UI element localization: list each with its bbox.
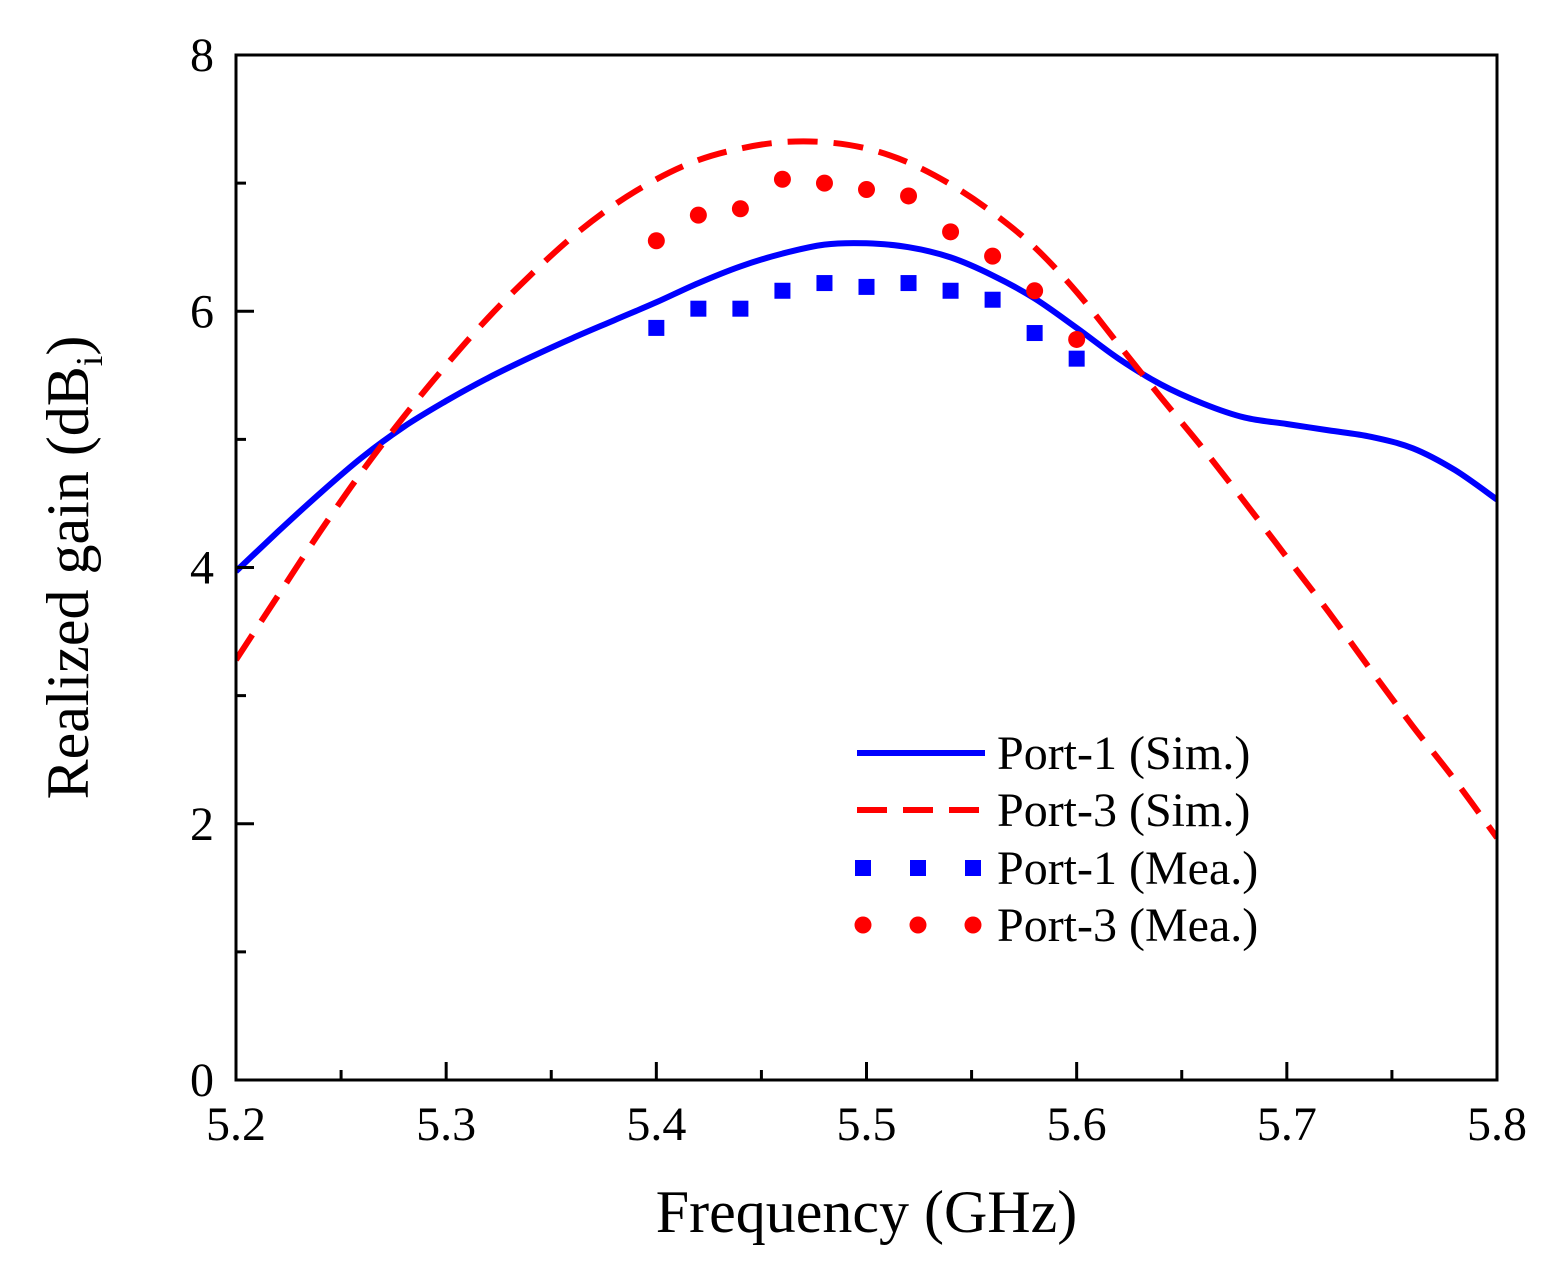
x-tick-label: 5.4 xyxy=(626,1098,686,1151)
data-point-circle xyxy=(647,232,665,250)
series-line-1 xyxy=(236,240,1497,574)
data-point-square xyxy=(858,278,875,295)
data-point-square xyxy=(648,319,665,336)
legend-swatch-square xyxy=(965,860,981,876)
data-point-circle xyxy=(984,247,1002,265)
x-tick-label: 5.3 xyxy=(416,1098,476,1151)
y-axis-title-main: Realized gain (dB xyxy=(35,366,101,799)
legend-item: Port-3 (Mea.) xyxy=(854,899,1258,952)
y-tick-label: 2 xyxy=(190,798,214,851)
tick-labels-layer: 5.2 5.3 5.4 5.5 5.6 5.7 5.8 0 2 4 6 8 xyxy=(190,29,1527,1151)
data-point-circle xyxy=(942,223,960,241)
data-point-square xyxy=(984,291,1001,308)
legend-label: Port-1 (Sim.) xyxy=(997,727,1250,780)
y-axis-title: Realized gain (dBi) xyxy=(35,336,111,800)
legend-item: Port-3 (Sim.) xyxy=(857,784,1250,837)
legend-label: Port-3 (Mea.) xyxy=(997,899,1258,952)
data-point-circle xyxy=(1026,282,1044,300)
x-axis-title: Frequency (GHz) xyxy=(656,1179,1078,1245)
series-layer xyxy=(236,138,1497,840)
x-tick-label: 5.6 xyxy=(1047,1098,1107,1151)
x-tick-label: 5.5 xyxy=(837,1098,897,1151)
ticks-layer xyxy=(234,53,1499,1082)
data-point-square xyxy=(1026,325,1043,342)
series-clip-group xyxy=(236,138,1497,840)
legend-label: Port-3 (Sim.) xyxy=(997,784,1250,837)
x-tick-label: 5.7 xyxy=(1257,1098,1317,1151)
data-point-circle xyxy=(900,187,918,205)
y-tick-label: 6 xyxy=(190,285,214,338)
data-point-circle xyxy=(815,174,833,192)
data-point-square xyxy=(1068,350,1085,367)
legend-item: Port-1 (Sim.) xyxy=(857,727,1250,780)
data-point-circle xyxy=(858,181,875,199)
series-line-2 xyxy=(236,138,1497,840)
data-point-square xyxy=(774,282,791,299)
legend-label: Port-1 (Mea.) xyxy=(997,842,1258,895)
legend: Port-1 (Sim.)Port-3 (Sim.)Port-1 (Mea.)P… xyxy=(854,727,1258,952)
y-axis-title-close: ) xyxy=(35,336,101,356)
data-point-circle xyxy=(773,170,791,188)
data-point-square xyxy=(690,300,707,317)
legend-swatch-circle xyxy=(964,916,982,934)
data-point-square xyxy=(942,282,959,299)
x-tick-label: 5.8 xyxy=(1467,1098,1527,1151)
data-point-circle xyxy=(689,206,707,224)
data-point-square xyxy=(900,275,917,292)
y-tick-label: 4 xyxy=(190,542,214,595)
x-tick-label: 5.2 xyxy=(206,1098,266,1151)
y-axis-title-subscript: i xyxy=(69,356,111,367)
y-tick-label: 0 xyxy=(190,1054,214,1107)
data-point-square xyxy=(816,275,833,292)
y-tick-label: 8 xyxy=(190,29,214,82)
data-point-square xyxy=(732,300,749,317)
legend-item: Port-1 (Mea.) xyxy=(855,842,1258,895)
legend-swatch-square xyxy=(910,860,926,876)
data-point-circle xyxy=(731,200,749,218)
legend-swatch-square xyxy=(855,860,871,876)
legend-swatch-circle xyxy=(854,916,872,934)
data-point-circle xyxy=(1068,330,1086,348)
legend-swatch-circle xyxy=(909,916,927,934)
